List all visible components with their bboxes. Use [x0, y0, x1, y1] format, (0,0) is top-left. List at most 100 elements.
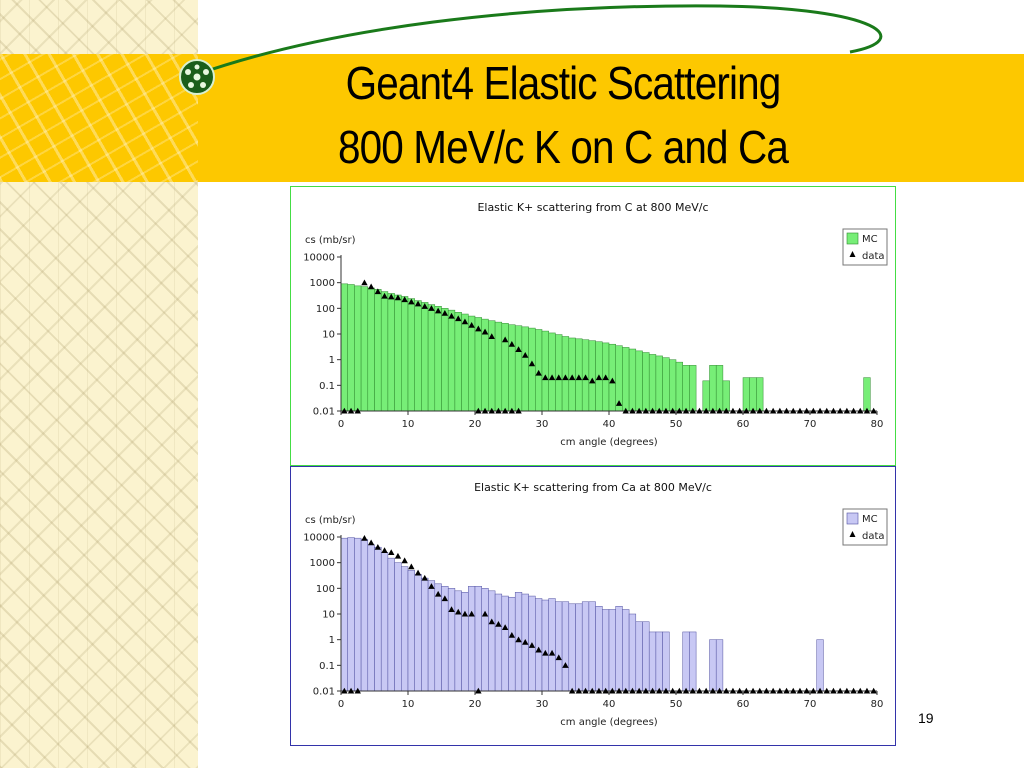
- mc-bar: [615, 606, 623, 692]
- data-point: [401, 557, 408, 564]
- mc-bar: [394, 562, 402, 692]
- chart-title: Elastic K+ scattering from Ca at 800 MeV…: [474, 481, 712, 494]
- mc-bar: [501, 595, 509, 692]
- mc-bar: [387, 293, 395, 412]
- data-point: [354, 407, 361, 414]
- data-point: [508, 631, 516, 638]
- data-point: [669, 687, 676, 694]
- y-tick-label: 100: [316, 584, 335, 595]
- data-point: [488, 618, 495, 625]
- data-point: [421, 303, 428, 309]
- data-point: [495, 621, 502, 627]
- data-point: [434, 307, 442, 314]
- data-point: [602, 374, 609, 381]
- mc-bar: [622, 609, 630, 692]
- data-point: [455, 608, 462, 615]
- mc-bar: [595, 606, 603, 692]
- mc-bar: [863, 377, 871, 412]
- x-tick-label: 70: [804, 699, 817, 710]
- data-point: [776, 687, 784, 694]
- data-point: [354, 687, 361, 694]
- data-point: [475, 407, 482, 414]
- data-point: [662, 407, 670, 414]
- data-point: [535, 646, 542, 653]
- data-point: [455, 315, 462, 322]
- data-point: [388, 549, 395, 556]
- legend-swatch-mc: [846, 512, 859, 525]
- mc-bar: [642, 621, 650, 692]
- y-tick-label: 1: [329, 635, 335, 646]
- data-point: [709, 407, 717, 414]
- data-point: [374, 288, 382, 295]
- data-point: [736, 687, 743, 694]
- mc-bar: [354, 285, 362, 412]
- mc-bar: [669, 359, 677, 412]
- data-point: [682, 407, 690, 414]
- x-tick-label: 30: [536, 419, 549, 430]
- mc-bar: [622, 347, 630, 412]
- data-point: [575, 374, 583, 381]
- data-point: [870, 407, 877, 414]
- mc-bar: [407, 298, 415, 412]
- mc-bar: [360, 539, 369, 692]
- data-point: [783, 687, 790, 694]
- mc-bar: [816, 639, 824, 692]
- mc-bar: [548, 598, 556, 692]
- mc-bar: [514, 325, 523, 412]
- data-point: [689, 407, 696, 414]
- data-point: [401, 296, 408, 303]
- mc-bar: [380, 291, 389, 412]
- data-point: [595, 687, 603, 694]
- data-point: [555, 374, 562, 381]
- mc-bar: [374, 289, 382, 412]
- data-point: [421, 574, 428, 581]
- data-point: [522, 351, 529, 358]
- data-point: [414, 569, 422, 576]
- mc-bar: [662, 357, 670, 412]
- x-tick-label: 10: [402, 699, 415, 710]
- mc-bar: [494, 593, 503, 692]
- mc-bar: [454, 590, 462, 692]
- y-tick-label: 0.01: [313, 687, 335, 698]
- data-point: [428, 305, 435, 311]
- mc-bar: [468, 315, 476, 412]
- mc-bar: [474, 317, 482, 412]
- data-point: [408, 298, 415, 305]
- data-point: [522, 638, 529, 645]
- y-axis-label: cs (mb/sr): [305, 235, 356, 246]
- mc-bar: [635, 350, 643, 412]
- data-point: [863, 687, 871, 694]
- data-point: [542, 649, 549, 656]
- data-point: [723, 687, 730, 694]
- mc-bar: [427, 304, 436, 412]
- mc-bar: [521, 326, 529, 412]
- x-tick-label: 60: [737, 419, 750, 430]
- data-point: [501, 624, 509, 630]
- mc-bar: [374, 546, 382, 692]
- mc-bar: [689, 631, 697, 692]
- mc-bar: [541, 330, 549, 412]
- data-point: [615, 687, 623, 694]
- mc-bar: [360, 286, 369, 412]
- mc-bar: [401, 296, 409, 412]
- title-band-pattern: [0, 54, 198, 182]
- data-point: [582, 687, 589, 694]
- mc-bar: [702, 380, 710, 412]
- data-point: [702, 687, 710, 694]
- mc-bar: [434, 583, 442, 692]
- mc-bar: [642, 352, 650, 412]
- y-tick-label: 100: [316, 304, 335, 315]
- data-point: [843, 407, 851, 414]
- mc-bar: [387, 557, 395, 692]
- data-point: [696, 407, 703, 414]
- mc-bar: [655, 355, 663, 412]
- x-tick-label: 30: [536, 699, 549, 710]
- data-point: [347, 407, 355, 414]
- data-point: [367, 283, 375, 290]
- y-tick-label: 0.01: [313, 407, 335, 418]
- data-point: [642, 407, 650, 414]
- data-point: [448, 312, 455, 319]
- chart-panel-calcium: Elastic K+ scattering from Ca at 800 MeV…: [290, 466, 896, 746]
- mc-bar: [401, 566, 409, 692]
- data-point: [676, 687, 683, 694]
